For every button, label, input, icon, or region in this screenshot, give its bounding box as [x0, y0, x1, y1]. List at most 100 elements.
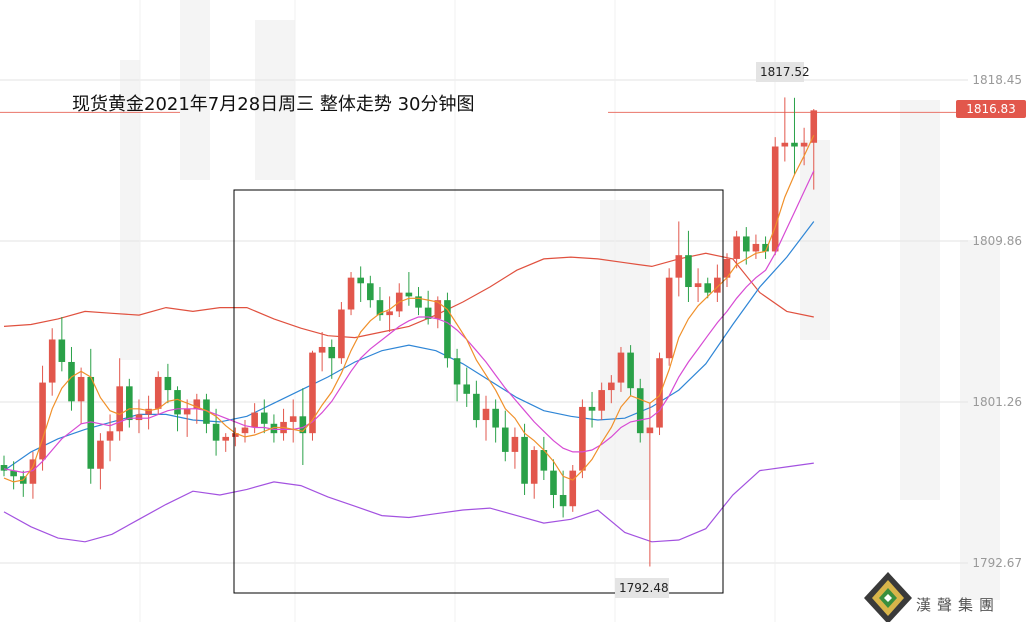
ma-fast-line — [3, 135, 815, 483]
candle-body — [714, 277, 721, 293]
candle-body — [309, 352, 316, 434]
y-axis-ticks: 1818.45 1809.86 1801.26 1792.67 — [972, 73, 1022, 570]
candle-body — [771, 146, 779, 252]
candle-body — [453, 358, 461, 385]
candle-body — [733, 236, 740, 259]
candle-body — [521, 436, 528, 484]
candle-body — [675, 255, 683, 278]
candle-body — [723, 258, 731, 278]
candle-body — [559, 494, 567, 507]
current-price-tag: 1816.83 — [956, 100, 1026, 118]
candle-body — [318, 346, 326, 353]
candle-body — [338, 309, 345, 359]
candle-body — [77, 376, 85, 402]
candle-body — [627, 352, 634, 389]
candle-body — [492, 408, 499, 428]
candle-body — [791, 142, 798, 147]
y-tick-label: 1792.67 — [972, 556, 1022, 570]
candle-body — [424, 307, 432, 319]
high-price-label: 1817.52 — [756, 62, 810, 82]
candle-body — [656, 358, 663, 428]
background-block — [120, 60, 140, 360]
chart-title: 现货黄金2021年7月28日周三 整体走势 30分钟图 — [72, 94, 475, 115]
y-tick-label: 1801.26 — [972, 395, 1022, 409]
candle-body — [569, 470, 577, 507]
candle-body — [608, 382, 615, 391]
candle-body — [241, 427, 249, 434]
candle-body — [665, 277, 673, 359]
candles — [0, 97, 818, 567]
candle-body — [48, 339, 56, 383]
candle-body — [762, 243, 769, 252]
background-block — [600, 200, 650, 500]
bollinger-lower-line — [3, 462, 814, 543]
candle-body — [68, 361, 75, 402]
low-price-label: 1792.48 — [615, 578, 669, 598]
candle-body — [347, 277, 355, 310]
candle-body — [251, 412, 258, 428]
candle-body — [704, 283, 712, 293]
background-block — [180, 0, 210, 180]
brand-logo-text: 漢聲集團 — [916, 596, 1001, 614]
candle-body — [212, 423, 220, 441]
candle-body — [164, 376, 172, 391]
candle-body — [299, 416, 307, 434]
candle-body — [328, 346, 336, 359]
candle-body — [694, 283, 702, 288]
candle-body — [183, 408, 191, 415]
candle-body — [598, 390, 605, 411]
background-block — [900, 100, 940, 500]
candle-body — [415, 296, 422, 308]
candle-body — [289, 416, 297, 422]
candle-body — [646, 427, 654, 434]
highlight-box — [233, 189, 724, 594]
candle-body — [10, 470, 17, 477]
candle-body — [444, 300, 451, 359]
candle-body — [617, 352, 625, 383]
candle-body — [135, 414, 143, 421]
candle-body — [203, 399, 210, 424]
candle-body — [386, 311, 393, 316]
candle-body — [579, 406, 586, 471]
candle-body — [367, 283, 374, 301]
candle-body — [106, 431, 114, 441]
candle-body — [126, 386, 133, 421]
candle-body — [742, 236, 750, 252]
candle-body — [154, 376, 162, 409]
candle-body — [29, 459, 37, 484]
candle-body — [405, 292, 413, 297]
candle-body — [58, 339, 66, 362]
candle-body — [270, 423, 278, 434]
candle-body — [260, 412, 268, 424]
y-tick-label: 1818.45 — [972, 73, 1022, 87]
background-block — [960, 240, 1000, 600]
candle-body — [0, 465, 8, 471]
candle-body — [540, 450, 548, 471]
candle-body — [501, 427, 509, 452]
moving-averages — [3, 135, 815, 483]
candle-body — [530, 450, 538, 484]
candle-body — [87, 376, 95, 469]
background-block — [800, 140, 830, 340]
candle-body — [434, 300, 442, 319]
candle-body — [685, 255, 692, 288]
candle-body — [636, 388, 644, 434]
y-tick-label: 1809.86 — [972, 234, 1022, 248]
candle-body — [193, 399, 201, 409]
candle-body — [116, 386, 123, 432]
candle-body — [97, 440, 104, 469]
background-decoration — [120, 0, 1000, 600]
candle-body — [511, 436, 519, 452]
background-block — [255, 20, 295, 180]
candle-body — [232, 433, 239, 437]
candle-body — [222, 436, 230, 441]
diamond-logo-icon — [864, 572, 912, 622]
candle-body — [800, 142, 808, 147]
ma-slow-line — [3, 170, 815, 474]
candle-body — [781, 142, 789, 147]
candle-body — [482, 408, 490, 421]
candle-body — [463, 384, 471, 394]
candle-body — [39, 382, 46, 460]
